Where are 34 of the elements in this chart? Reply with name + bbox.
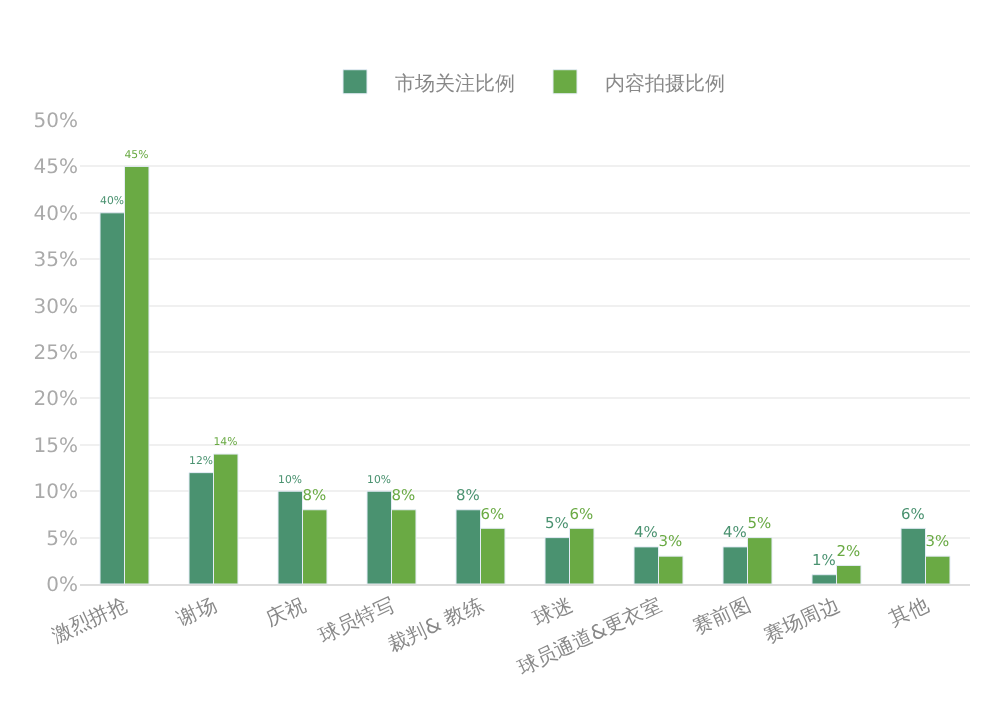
x-tick-label: 赛前图	[689, 592, 755, 640]
y-tick-label: 30%	[33, 296, 78, 319]
data-label: 4%	[723, 523, 747, 542]
y-tick-label: 35%	[33, 250, 78, 273]
data-label: 6%	[901, 504, 925, 523]
data-label: 3%	[925, 532, 950, 551]
data-label: 5%	[545, 513, 569, 532]
y-tick-label: 10%	[33, 482, 78, 505]
data-label: 6%	[569, 504, 594, 523]
data-label: 8%	[302, 486, 327, 505]
x-tick-label: 庆祝	[262, 592, 310, 632]
x-tick-label: 谢场	[173, 592, 221, 632]
data-label: 1%	[812, 550, 836, 569]
x-tick-label: 激烈拼抢	[48, 592, 132, 649]
data-label: 3%	[658, 532, 683, 551]
data-label: 6%	[480, 504, 505, 523]
data-label: 8%	[456, 486, 480, 505]
y-tick-label: 45%	[33, 157, 78, 180]
x-tick-label: 其他	[885, 592, 933, 632]
data-label: 2%	[836, 541, 861, 560]
legend-label: 市场关注比例	[395, 71, 515, 96]
x-tick-label: 球迷	[529, 592, 577, 632]
y-tick-label: 20%	[33, 389, 78, 412]
y-tick-label: 15%	[33, 435, 78, 458]
y-tick-label: 0%	[46, 575, 78, 597]
data-label: 4%	[634, 523, 658, 542]
y-tick-label: 40%	[33, 203, 78, 226]
data-label: 5%	[747, 513, 772, 532]
x-tick-label: 赛场周边	[760, 592, 844, 649]
legend-label: 内容拍摄比例	[605, 71, 725, 96]
y-tick-label: 50%	[33, 111, 78, 133]
y-tick-label: 25%	[33, 343, 78, 365]
y-tick-label: 5%	[46, 528, 78, 551]
data-label: 8%	[391, 486, 416, 505]
